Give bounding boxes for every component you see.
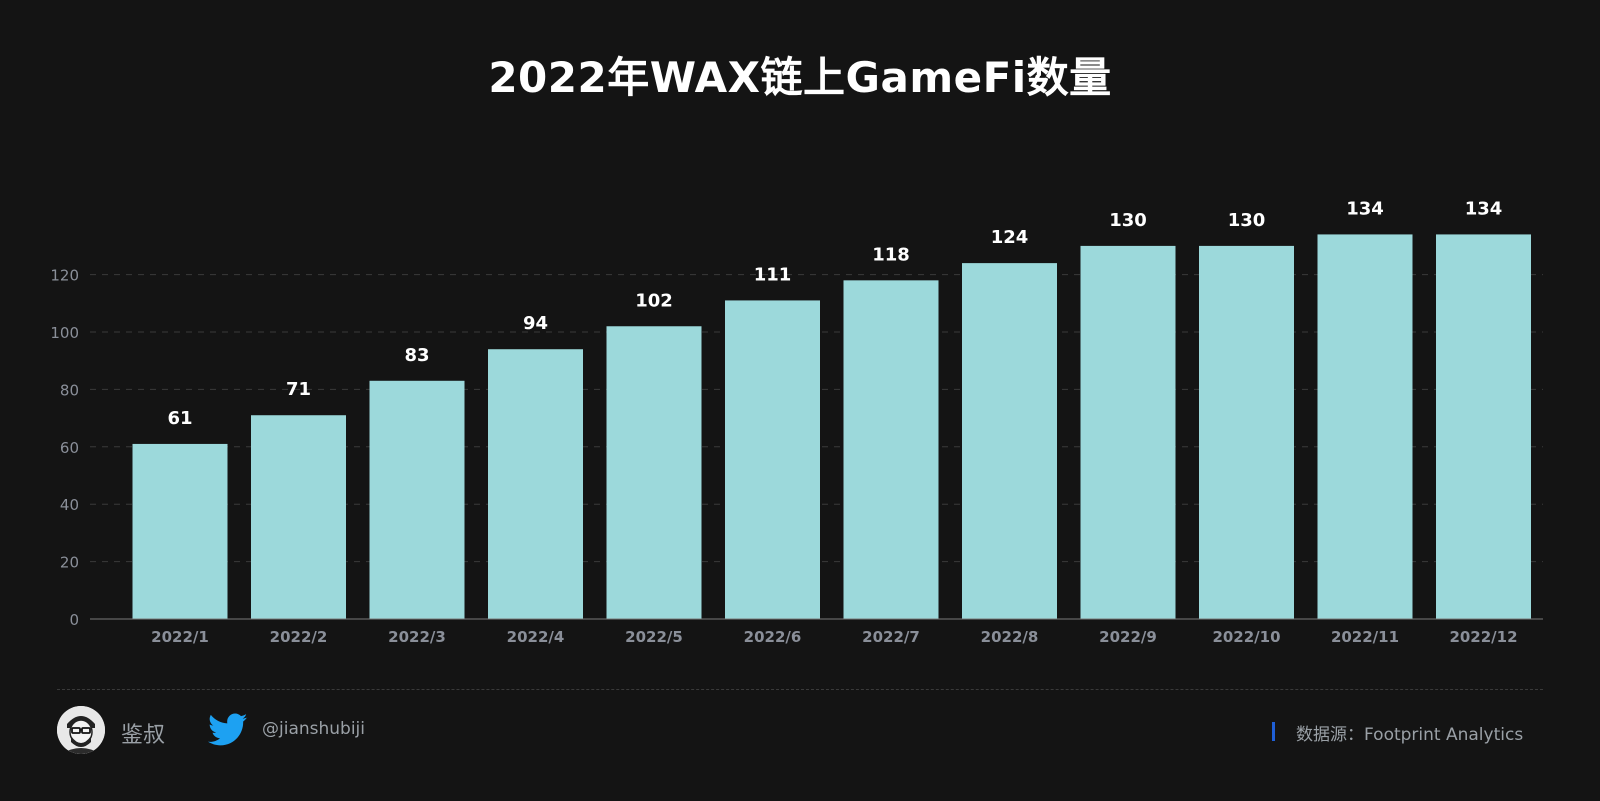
data-label: 71	[286, 379, 311, 400]
x-tick-label: 2022/11	[1331, 628, 1399, 646]
bar	[132, 443, 228, 619]
footer: 鉴叔 @jianshubiji 数据源：Footprint Analytics	[0, 700, 1600, 760]
x-tick-label: 2022/9	[1099, 628, 1157, 646]
data-label: 61	[167, 408, 192, 429]
twitter-bird-icon[interactable]	[208, 712, 248, 748]
y-tick-label: 80	[60, 381, 79, 399]
y-tick-label: 40	[60, 496, 79, 514]
bar	[606, 326, 702, 619]
y-tick-label: 20	[60, 554, 79, 572]
y-tick-label: 60	[60, 439, 79, 457]
bar	[1317, 234, 1413, 620]
y-tick-label: 0	[69, 611, 79, 629]
x-tick-label: 2022/8	[981, 628, 1039, 646]
y-tick-label: 100	[50, 324, 79, 342]
x-tick-label: 2022/12	[1449, 628, 1517, 646]
x-tick-label: 2022/3	[388, 628, 446, 646]
data-label: 102	[635, 290, 673, 311]
data-label: 124	[991, 227, 1029, 248]
chart-title: 2022年WAX链上GameFi数量	[488, 53, 1112, 102]
data-label: 130	[1109, 210, 1147, 231]
data-label: 118	[872, 244, 910, 265]
bar	[251, 415, 346, 619]
x-tick-label: 2022/6	[744, 628, 802, 646]
twitter-handle[interactable]: @jianshubiji	[262, 719, 366, 739]
data-label: 83	[404, 345, 429, 366]
x-tick-label: 2022/2	[270, 628, 328, 646]
bar	[369, 380, 465, 619]
axes: 0 20 40 60 80 100 120 2022/1 2022/2 2022/3 2022/4 2…	[50, 267, 1543, 646]
footer-divider	[57, 689, 1543, 690]
x-tick-label: 2022/5	[625, 628, 683, 646]
data-source-label: 数据源：Footprint Analytics	[1296, 725, 1524, 745]
y-tick-label: 120	[50, 267, 79, 285]
bar-chart: 61 71 83 94 102 111 118 124 130 130 134 134 0 20 40 60…	[50, 198, 1543, 646]
author-name: 鉴叔	[121, 723, 166, 748]
x-tick-label: 2022/10	[1212, 628, 1280, 646]
data-label: 130	[1228, 210, 1266, 231]
bar	[1080, 245, 1176, 619]
bars: 61 71 83 94 102 111 118 124 130 130 134 134	[132, 198, 1531, 620]
source-accent-bar	[1272, 722, 1275, 741]
bar	[1199, 245, 1294, 619]
data-label: 94	[523, 313, 548, 334]
x-tick-label: 2022/1	[151, 628, 209, 646]
avatar-portrait-icon	[57, 706, 105, 754]
data-label: 111	[754, 264, 792, 285]
x-tick-label: 2022/4	[507, 628, 565, 646]
bar	[843, 280, 939, 619]
bar	[488, 349, 583, 619]
bar	[1436, 234, 1531, 620]
data-label: 134	[1465, 198, 1503, 219]
x-tick-label: 2022/7	[862, 628, 920, 646]
bar	[725, 300, 820, 619]
bar	[962, 263, 1057, 619]
data-label: 134	[1346, 198, 1384, 219]
